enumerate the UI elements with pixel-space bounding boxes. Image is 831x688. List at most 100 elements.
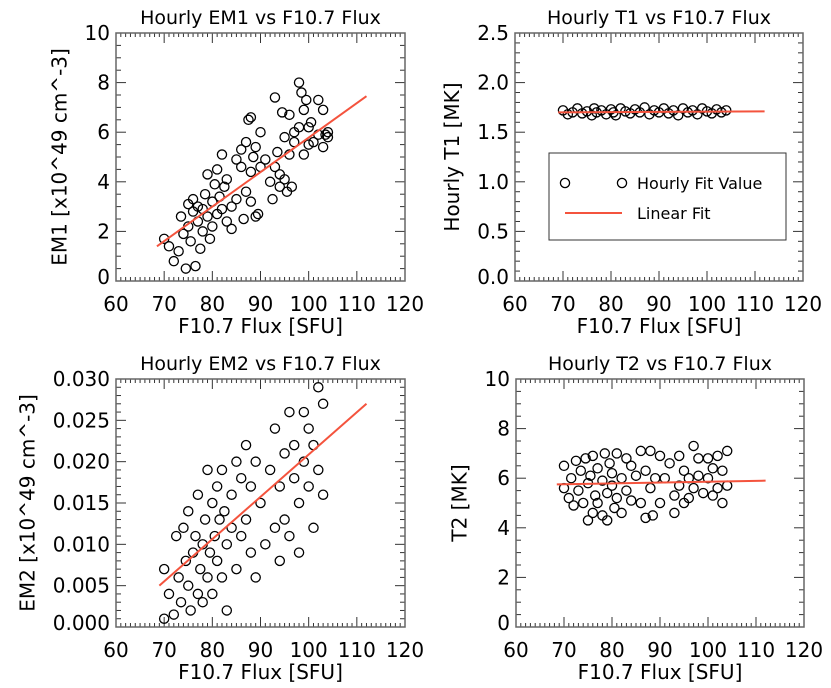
data-point [202, 572, 213, 583]
plot-frame [514, 32, 804, 282]
data-point [207, 588, 218, 600]
data-point [601, 515, 613, 526]
data-point [582, 515, 594, 526]
data-point [284, 406, 295, 418]
data-point [625, 460, 637, 472]
data-point [575, 465, 587, 477]
data-point [288, 472, 300, 484]
data-point [226, 489, 237, 500]
x-tick-label: 100 [290, 292, 328, 316]
data-point [185, 236, 196, 247]
data-point [202, 211, 213, 222]
data-point [197, 596, 208, 608]
data-point [274, 481, 286, 492]
data-point [195, 563, 206, 575]
data-point [284, 109, 295, 121]
data-point [158, 563, 170, 575]
data-point [286, 181, 298, 193]
data-point [243, 114, 254, 126]
data-point [269, 522, 281, 534]
data-point [219, 506, 230, 517]
legend: Hourly Fit Value Linear Fit [548, 152, 787, 241]
data-point [673, 480, 685, 491]
y-axis-label: EM1 [x10^49 cm^-3] [48, 48, 72, 266]
data-point [264, 464, 276, 476]
data-point [264, 176, 276, 188]
data-point [288, 439, 300, 451]
chart-title: Hourly T1 vs F10.7 Flux [547, 7, 771, 29]
linear-fit-line [558, 110, 765, 114]
data-point [221, 539, 233, 550]
data-point [240, 186, 252, 197]
data-point [163, 241, 175, 252]
data-point [592, 463, 603, 474]
legend-circle-icon [616, 177, 628, 189]
data-point [320, 129, 331, 140]
data-point [180, 263, 192, 274]
data-point [260, 154, 271, 165]
data-point [649, 472, 661, 484]
data-point [647, 510, 659, 521]
data-point [197, 226, 208, 237]
y-tick-label: 4 [497, 516, 510, 540]
data-point [322, 131, 334, 143]
data-point [604, 458, 615, 469]
data-point [255, 126, 266, 138]
data-point [664, 458, 675, 469]
data-point [580, 453, 591, 464]
data-point [720, 105, 732, 116]
y-tick-label: 0.030 [53, 367, 110, 391]
x-tick-label: 120 [785, 638, 823, 662]
data-point [190, 260, 201, 272]
data-point [611, 492, 623, 504]
y-tick-label: 4 [97, 170, 110, 194]
data-point [597, 475, 608, 486]
data-point [654, 450, 666, 462]
x-tick-label: 90 [646, 292, 671, 316]
data-point [693, 453, 704, 464]
y-tick-label: 2.5 [477, 21, 509, 45]
data-point [226, 223, 237, 235]
y-tick-label: 0.0 [477, 265, 509, 289]
y-tick-label: 10 [85, 21, 110, 45]
linear-fit-line [156, 95, 368, 248]
data-point [577, 497, 589, 509]
legend-label: Linear Fit [637, 204, 711, 223]
data-point [178, 228, 189, 240]
y-tick-label: 0.010 [53, 532, 110, 556]
data-point [635, 445, 647, 457]
data-point [558, 460, 570, 472]
data-point [322, 126, 334, 138]
y-tick-label: 6 [497, 466, 510, 490]
data-point [255, 497, 266, 509]
data-point [204, 233, 216, 245]
data-point [303, 121, 314, 133]
data-point [669, 490, 680, 501]
data-point [279, 514, 290, 525]
data-point [288, 136, 300, 148]
data-point [688, 440, 699, 452]
x-tick-label: 60 [502, 292, 527, 316]
y-tick-label: 6 [97, 120, 110, 144]
x-tick-label: 80 [599, 638, 624, 662]
data-point [211, 164, 223, 175]
data-point [317, 398, 329, 410]
x-tick-label: 110 [338, 292, 376, 316]
data-point [231, 563, 242, 575]
data-point [192, 588, 204, 600]
data-point [616, 472, 627, 484]
x-tick-label: 110 [737, 638, 775, 662]
data-point [606, 480, 618, 491]
data-point [697, 487, 709, 499]
x-tick-label: 80 [598, 292, 623, 316]
data-point [202, 464, 213, 476]
data-point [163, 588, 175, 600]
panel-3: Hourly EM2 vs F10.7 Flux F10.7 Flux [SFU]… [16, 353, 424, 684]
x-tick-label: 60 [503, 638, 528, 662]
data-point [216, 572, 228, 583]
data-point [226, 201, 237, 212]
data-point [274, 181, 286, 193]
plot-frame [515, 378, 805, 628]
data-point [216, 203, 228, 215]
data-point [707, 463, 719, 474]
